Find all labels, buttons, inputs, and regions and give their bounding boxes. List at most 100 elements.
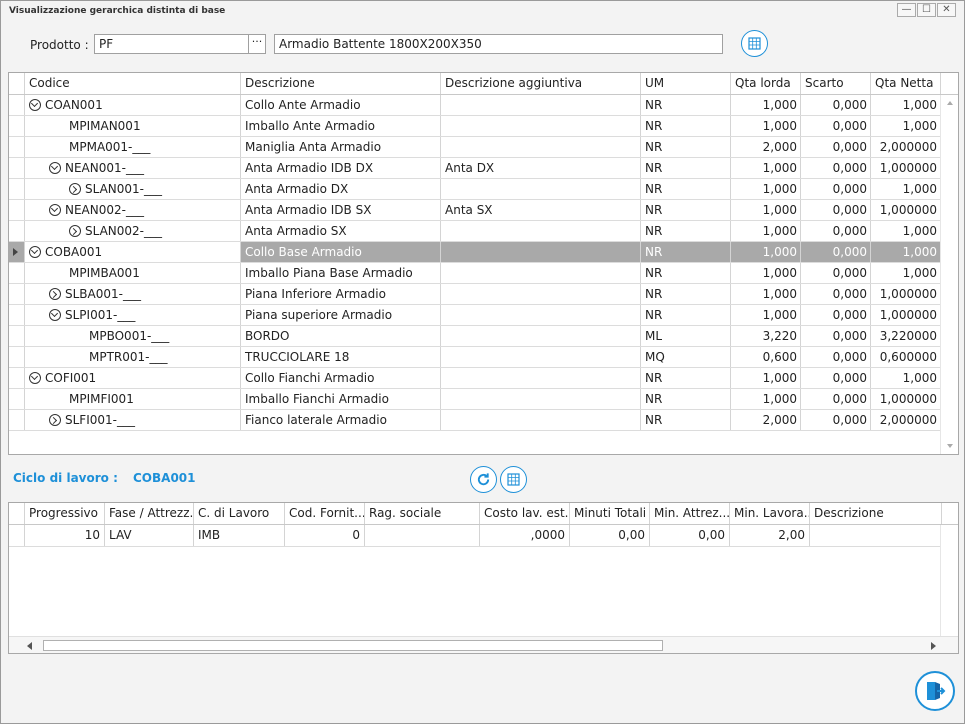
cell-descrizione: Piana superiore Armadio bbox=[241, 305, 441, 325]
col-scarto[interactable]: Scarto bbox=[801, 73, 871, 94]
cell-codice: SLBA001-___ bbox=[45, 284, 241, 304]
exit-button[interactable] bbox=[915, 671, 955, 711]
collapse-down-icon[interactable] bbox=[49, 309, 61, 321]
prodotto-label: Prodotto : bbox=[30, 38, 89, 52]
table-row[interactable]: COFI001 Collo Fianchi Armadio NR 1,000 0,000… bbox=[9, 368, 958, 389]
row-header-cell[interactable] bbox=[9, 284, 25, 304]
table-row[interactable]: SLAN002-___ Anta Armadio SX NR 1,000 0,000 1,… bbox=[9, 221, 958, 242]
prodotto-description-field[interactable]: Armadio Battente 1800X200X350 bbox=[274, 34, 723, 54]
table-row[interactable]: SLFI001-___ Fianco laterale Armadio NR 2,00… bbox=[9, 410, 958, 431]
expand-right-icon[interactable] bbox=[69, 225, 81, 237]
row-header-cell[interactable] bbox=[9, 410, 25, 430]
cell-descrizione: Imballo Ante Armadio bbox=[241, 116, 441, 136]
col-fase[interactable]: Fase / Attrezz... bbox=[105, 503, 194, 524]
col-cod-fornitore[interactable]: Cod. Fornit... bbox=[285, 503, 365, 524]
row-header-cell[interactable] bbox=[9, 179, 25, 199]
cell-descrizione: Collo Fianchi Armadio bbox=[241, 368, 441, 388]
table-row[interactable]: SLPI001-___ Piana superiore Armadio NR 1,00… bbox=[9, 305, 958, 326]
col-um[interactable]: UM bbox=[641, 73, 731, 94]
row-header-cell[interactable] bbox=[9, 221, 25, 241]
expand-right-icon[interactable] bbox=[49, 288, 61, 300]
expand-right-icon[interactable] bbox=[49, 414, 61, 426]
cell-scarto: 0,000 bbox=[801, 284, 871, 304]
grid-view-button[interactable] bbox=[741, 30, 768, 57]
row-header-cell[interactable] bbox=[9, 368, 25, 388]
row-header-cell[interactable] bbox=[9, 326, 25, 346]
codice-text: SLPI001-___ bbox=[65, 308, 136, 322]
col-qta-lorda[interactable]: Qta lorda bbox=[731, 73, 801, 94]
cycle-horizontal-scrollbar[interactable] bbox=[9, 636, 958, 653]
row-header-cell[interactable] bbox=[9, 116, 25, 136]
table-row[interactable]: MPMA001-___ Maniglia Anta Armadio NR 2,000 0… bbox=[9, 137, 958, 158]
cell-qta-lorda: 1,000 bbox=[731, 200, 801, 220]
collapse-down-icon[interactable] bbox=[29, 246, 41, 258]
col-qta-netta[interactable]: Qta Netta bbox=[871, 73, 941, 94]
refresh-icon bbox=[477, 473, 490, 486]
table-row[interactable]: NEAN002-___ Anta Armadio IDB SX Anta SX NR 1… bbox=[9, 200, 958, 221]
collapse-down-icon[interactable] bbox=[29, 99, 41, 111]
col-rag-sociale[interactable]: Rag. sociale bbox=[365, 503, 480, 524]
row-header-cell[interactable] bbox=[9, 263, 25, 283]
table-row[interactable]: MPIMAN001 Imballo Ante Armadio NR 1,000 0,00… bbox=[9, 116, 958, 137]
row-header-cell[interactable] bbox=[9, 347, 25, 367]
scroll-thumb[interactable] bbox=[43, 640, 663, 651]
table-row[interactable]: COAN001 Collo Ante Armadio NR 1,000 0,000 1,0… bbox=[9, 95, 958, 116]
maximize-button[interactable]: ☐ bbox=[917, 3, 936, 17]
col-min-lavorazione[interactable]: Min. Lavora... bbox=[730, 503, 810, 524]
cell-qta-lorda: 1,000 bbox=[731, 284, 801, 304]
row-header-cell[interactable] bbox=[9, 95, 25, 115]
col-min-attrezzaggio[interactable]: Min. Attrez... bbox=[650, 503, 730, 524]
refresh-button[interactable] bbox=[470, 466, 497, 493]
cell-qta-netta: 1,000 bbox=[871, 221, 941, 241]
cell-qta-lorda: 3,220 bbox=[731, 326, 801, 346]
cell-descrizione-aggiuntiva bbox=[441, 263, 641, 283]
table-row[interactable]: MPBO001-___ BORDO ML 3,220 0,000 3,220000 bbox=[9, 326, 958, 347]
table-row[interactable]: MPIMBA001 Imballo Piana Base Armadio NR 1,0… bbox=[9, 263, 958, 284]
scroll-left-icon[interactable] bbox=[27, 642, 32, 650]
cell-um: NR bbox=[641, 200, 731, 220]
col-descrizione[interactable]: Descrizione bbox=[241, 73, 441, 94]
collapse-down-icon[interactable] bbox=[49, 204, 61, 216]
row-header-cell[interactable] bbox=[9, 242, 25, 262]
col-minuti-totali[interactable]: Minuti Totali bbox=[570, 503, 650, 524]
row-header-cell[interactable] bbox=[9, 389, 25, 409]
cell-codice: SLFI001-___ bbox=[45, 410, 241, 430]
cycle-vertical-scrollbar[interactable] bbox=[940, 525, 958, 636]
row-header-cell[interactable] bbox=[9, 305, 25, 325]
cycle-grid-view-button[interactable] bbox=[500, 466, 527, 493]
cell-descrizione-aggiuntiva bbox=[441, 410, 641, 430]
cell-qta-lorda: 1,000 bbox=[731, 221, 801, 241]
table-row[interactable]: SLBA001-___ Piana Inferiore Armadio NR 1,00… bbox=[9, 284, 958, 305]
prodotto-code-field[interactable]: PF bbox=[94, 34, 249, 54]
col-progressivo[interactable]: Progressivo bbox=[25, 503, 105, 524]
col-descrizione[interactable]: Descrizione bbox=[810, 503, 942, 524]
row-header-cell[interactable] bbox=[9, 158, 25, 178]
table-row[interactable]: COBA001 Collo Base Armadio NR 1,000 0,000 1,0… bbox=[9, 242, 958, 263]
table-row[interactable]: MPIMFI001 Imballo Fianchi Armadio NR 1,000 0… bbox=[9, 389, 958, 410]
cycle-row[interactable]: 10 LAV IMB 0 ,0000 0,00 0,00 2,00 bbox=[9, 525, 958, 547]
prodotto-lookup-button[interactable]: ··· bbox=[248, 34, 266, 54]
col-costo-lav-est[interactable]: Costo lav. est. bbox=[480, 503, 570, 524]
cell-qta-netta: 1,000 bbox=[871, 368, 941, 388]
col-descrizione-aggiuntiva[interactable]: Descrizione aggiuntiva bbox=[441, 73, 641, 94]
collapse-down-icon[interactable] bbox=[29, 372, 41, 384]
row-header-cell[interactable] bbox=[9, 137, 25, 157]
col-codice[interactable]: Codice bbox=[25, 73, 241, 94]
table-row[interactable]: SLAN001-___ Anta Armadio DX NR 1,000 0,000 1,… bbox=[9, 179, 958, 200]
scroll-right-icon[interactable] bbox=[931, 642, 936, 650]
close-button[interactable]: ✕ bbox=[937, 3, 956, 17]
cell-qta-lorda: 0,600 bbox=[731, 347, 801, 367]
collapse-down-icon[interactable] bbox=[49, 162, 61, 174]
minimize-button[interactable]: — bbox=[897, 3, 916, 17]
cell-codice: MPMA001-___ bbox=[45, 137, 241, 157]
cell-qta-lorda: 1,000 bbox=[731, 179, 801, 199]
cell-rag-sociale bbox=[365, 525, 480, 546]
table-row[interactable]: NEAN001-___ Anta Armadio IDB DX Anta DX NR 1… bbox=[9, 158, 958, 179]
cell-qta-lorda: 1,000 bbox=[731, 305, 801, 325]
expand-right-icon[interactable] bbox=[69, 183, 81, 195]
bom-vertical-scrollbar[interactable] bbox=[940, 95, 958, 454]
table-row[interactable]: MPTR001-___ TRUCCIOLARE 18 MQ 0,600 0,000 0,6… bbox=[9, 347, 958, 368]
col-centro-lavoro[interactable]: C. di Lavoro bbox=[194, 503, 285, 524]
row-header-cell[interactable] bbox=[9, 200, 25, 220]
codice-text: COAN001 bbox=[45, 98, 103, 112]
